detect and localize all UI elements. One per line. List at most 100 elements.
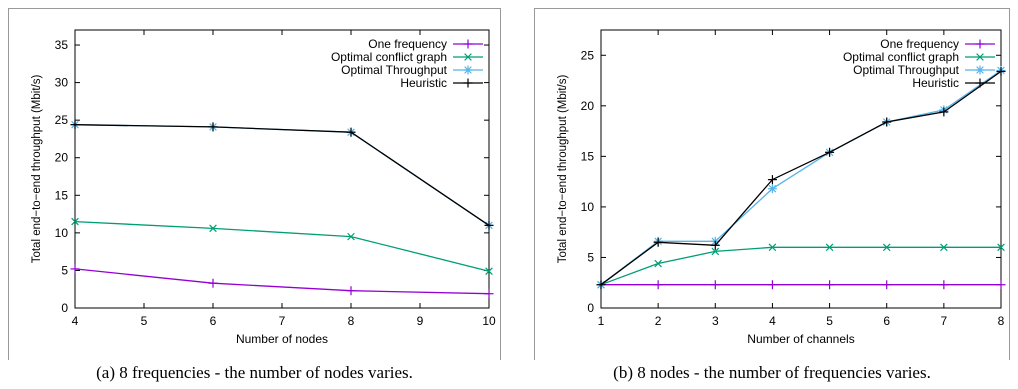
series-line bbox=[74, 220, 490, 272]
data-point bbox=[768, 243, 777, 252]
legend-label: One frequency bbox=[880, 37, 959, 51]
data-point bbox=[71, 217, 79, 226]
chart-b: 1 2 3 4 5 6 7 8 0 5 10 15 20 25 Number of channels Tota… bbox=[534, 8, 1010, 360]
y-tick-label: 20 bbox=[55, 151, 69, 165]
y-tick-label: 10 bbox=[55, 226, 69, 240]
data-point bbox=[485, 267, 493, 275]
x-tick-label: 8 bbox=[348, 314, 355, 328]
data-point bbox=[209, 224, 217, 233]
x-tick-label: 6 bbox=[883, 314, 890, 328]
y-tick-label: 30 bbox=[55, 76, 69, 90]
legend-label: Heuristic bbox=[912, 76, 959, 90]
data-point bbox=[939, 280, 949, 290]
chart-panel-b: 1 2 3 4 5 6 7 8 0 5 10 15 20 25 Number of channels Tota… bbox=[526, 0, 1018, 389]
data-point bbox=[825, 243, 834, 252]
legend-marker bbox=[464, 53, 472, 61]
y-tick-label: 25 bbox=[55, 113, 69, 127]
x-tick-label: 9 bbox=[417, 314, 424, 328]
y-tick-label: 25 bbox=[581, 48, 595, 62]
y-tick-label: 5 bbox=[587, 250, 594, 264]
data-point bbox=[596, 280, 606, 290]
legend-marker bbox=[463, 78, 473, 88]
x-tick-label: 2 bbox=[655, 314, 662, 328]
legend-label: Optimal Throughput bbox=[853, 63, 960, 77]
y-tick-label: 20 bbox=[581, 99, 595, 113]
data-point bbox=[882, 243, 891, 252]
data-point bbox=[484, 289, 494, 299]
legend-marker bbox=[975, 65, 985, 75]
data-point bbox=[208, 122, 218, 132]
data-point bbox=[484, 220, 494, 230]
legend-label: Heuristic bbox=[400, 76, 447, 90]
y-axis-label: Total end−to−end throughput (Mbit/s) bbox=[31, 75, 43, 264]
data-point bbox=[882, 280, 892, 290]
figure-frame bbox=[8, 8, 501, 360]
series-line bbox=[74, 268, 490, 295]
legend-label: Optimal Throughput bbox=[341, 63, 448, 77]
x-tick-label: 6 bbox=[210, 314, 217, 328]
chart-a: 4 5 6 7 8 9 10 0 5 10 15 20 25 30 35 Number of nodes Tot… bbox=[8, 8, 501, 360]
y-tick-label: 0 bbox=[61, 301, 68, 315]
series-line bbox=[600, 246, 1001, 286]
data-point bbox=[710, 240, 720, 250]
data-point bbox=[825, 280, 835, 290]
x-axis-label: Number of nodes bbox=[236, 332, 328, 346]
x-tick-label: 5 bbox=[141, 314, 148, 328]
data-point bbox=[346, 127, 356, 137]
data-point bbox=[825, 147, 835, 157]
data-point bbox=[346, 286, 356, 296]
y-tick-label: 10 bbox=[581, 200, 595, 214]
x-tick-label: 10 bbox=[482, 314, 496, 328]
data-point bbox=[997, 243, 1005, 252]
plot-area bbox=[600, 29, 1002, 309]
data-point bbox=[767, 280, 777, 290]
x-tick-label: 4 bbox=[72, 314, 79, 328]
figure-frame bbox=[534, 8, 1010, 360]
data-point bbox=[767, 184, 777, 194]
legend-marker bbox=[463, 65, 473, 75]
y-tick-label: 5 bbox=[61, 263, 68, 277]
x-tick-label: 8 bbox=[998, 314, 1005, 328]
x-axis-label: Number of channels bbox=[747, 332, 854, 346]
legend-label: One frequency bbox=[368, 37, 447, 51]
y-tick-label: 15 bbox=[581, 149, 595, 163]
data-point bbox=[347, 232, 355, 241]
x-tick-label: 3 bbox=[712, 314, 719, 328]
series-line bbox=[600, 70, 1002, 286]
y-axis-label: Total end−to−end throughput (Mbit/s) bbox=[557, 75, 569, 264]
data-point bbox=[711, 247, 720, 256]
x-tick-label: 5 bbox=[826, 314, 833, 328]
data-point bbox=[70, 264, 80, 274]
legend-marker bbox=[975, 39, 985, 49]
legend-label: Optimal conflict graph bbox=[331, 50, 447, 64]
x-tick-label: 7 bbox=[941, 314, 948, 328]
legend-marker bbox=[975, 78, 985, 88]
legend-marker bbox=[976, 53, 984, 61]
legend-label: Optimal conflict graph bbox=[843, 50, 959, 64]
series-line bbox=[600, 69, 1002, 286]
chart-panel-a: 4 5 6 7 8 9 10 0 5 10 15 20 25 30 35 Number of nodes Tot… bbox=[8, 8, 501, 382]
data-point bbox=[767, 175, 777, 185]
data-point bbox=[654, 259, 662, 268]
data-point bbox=[882, 117, 892, 127]
caption-a: (a) 8 frequencies - the number of nodes … bbox=[96, 363, 413, 382]
data-point bbox=[710, 280, 720, 290]
data-point bbox=[653, 280, 663, 290]
x-tick-label: 1 bbox=[598, 314, 605, 328]
y-tick-label: 15 bbox=[55, 188, 69, 202]
series-line bbox=[74, 124, 490, 226]
data-point bbox=[939, 107, 949, 117]
caption-b: (b) 8 nodes - the number of frequencies … bbox=[613, 363, 931, 382]
legend-marker bbox=[463, 39, 473, 49]
data-point bbox=[996, 66, 1006, 76]
x-tick-label: 7 bbox=[279, 314, 286, 328]
x-tick-label: 4 bbox=[769, 314, 776, 328]
data-point bbox=[208, 278, 218, 288]
series-line bbox=[74, 124, 490, 226]
data-point bbox=[996, 280, 1006, 290]
data-point bbox=[653, 237, 663, 247]
y-tick-label: 35 bbox=[55, 38, 69, 52]
data-point bbox=[70, 120, 80, 130]
data-point bbox=[940, 243, 948, 252]
y-tick-label: 0 bbox=[587, 301, 594, 315]
